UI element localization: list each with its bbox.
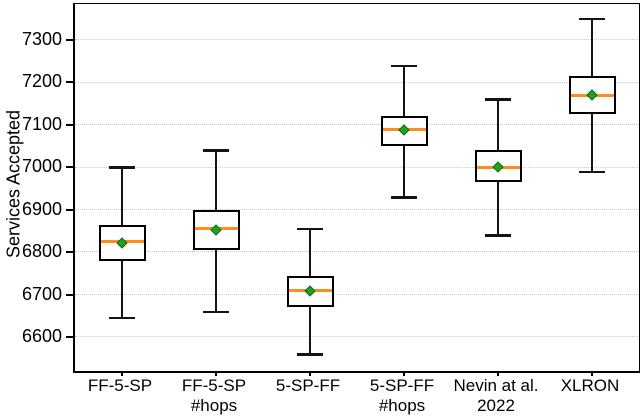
whisker-upper-line xyxy=(309,228,311,276)
whisker-lower-line xyxy=(591,114,593,172)
gridline xyxy=(75,81,639,83)
whisker-upper-line xyxy=(215,150,217,210)
x-tick-label: FF-5-SP #hops xyxy=(149,376,279,416)
whisker-cap-bottom xyxy=(391,196,417,199)
whisker-lower-line xyxy=(403,146,405,198)
gridline xyxy=(75,336,639,338)
x-tick-label-line: FF-5-SP xyxy=(181,376,247,395)
whisker-cap-bottom xyxy=(109,316,135,320)
x-tick-label-line: Nevin at al. xyxy=(453,376,539,395)
plot-area xyxy=(66,3,640,376)
whisker-lower-line xyxy=(121,260,123,318)
whisker-upper-line xyxy=(497,99,499,151)
x-tick-label: FF-5-SP xyxy=(55,376,185,396)
y-tick-mark xyxy=(66,166,73,169)
whisker-cap-top xyxy=(203,149,229,152)
x-tick-label: 5-SP-FF xyxy=(243,376,373,396)
y-tick-mark xyxy=(66,336,73,339)
y-tick-mark xyxy=(66,208,73,211)
y-tick-label: 7000 xyxy=(21,156,62,177)
whisker-lower-line xyxy=(309,307,311,354)
x-tick-label-line: #hops xyxy=(378,396,426,415)
x-tick-mark xyxy=(309,371,311,376)
x-tick-label-line: 2022 xyxy=(477,396,515,415)
whisker-cap-bottom xyxy=(579,170,605,174)
gridline xyxy=(75,293,639,295)
whisker-cap-top xyxy=(391,64,417,68)
y-tick-label: 7300 xyxy=(21,29,62,50)
gridline xyxy=(75,166,639,168)
whisker-upper-line xyxy=(591,18,593,77)
x-tick-mark xyxy=(403,371,405,376)
x-tick-mark xyxy=(591,371,593,376)
whisker-cap-top xyxy=(485,98,511,101)
whisker-cap-top xyxy=(297,227,323,231)
x-tick-label-line: 5-SP-FF xyxy=(369,376,435,395)
x-tick-label-line: 5-SP-FF xyxy=(275,376,341,395)
y-tick-mark xyxy=(66,123,73,126)
y-tick-label: 6900 xyxy=(21,198,62,219)
x-tick-label-line: FF-5-SP xyxy=(87,376,153,395)
x-tick-mark xyxy=(121,371,123,376)
gridline xyxy=(75,209,639,211)
x-tick-label: 5-SP-FF #hops xyxy=(337,376,467,416)
y-tick-mark xyxy=(66,39,73,42)
x-tick-label: Nevin at al. 2022 xyxy=(431,376,561,416)
whisker-upper-line xyxy=(403,65,405,117)
x-tick-label: XLRON xyxy=(525,376,640,396)
whisker-upper-line xyxy=(121,167,123,225)
whisker-lower-line xyxy=(215,250,217,312)
y-tick-label: 6700 xyxy=(21,283,62,304)
x-tick-mark xyxy=(497,371,499,376)
whisker-lower-line xyxy=(497,182,499,236)
y-tick-label: 6600 xyxy=(21,326,62,347)
y-tick-mark xyxy=(66,293,73,296)
gridline xyxy=(75,251,639,253)
x-tick-label-line: XLRON xyxy=(560,376,620,395)
y-tick-mark xyxy=(66,81,73,84)
whisker-cap-bottom xyxy=(297,353,323,356)
gridline xyxy=(75,124,639,126)
y-tick-label: 7200 xyxy=(21,71,62,92)
whisker-cap-bottom xyxy=(203,310,229,314)
x-tick-mark xyxy=(215,371,217,376)
whisker-cap-top xyxy=(109,166,135,169)
y-tick-label: 6800 xyxy=(21,241,62,262)
y-tick-label: 7100 xyxy=(21,113,62,134)
y-tick-mark xyxy=(66,251,73,254)
x-tick-label-line: #hops xyxy=(190,396,238,415)
gridline xyxy=(75,39,639,41)
whisker-cap-bottom xyxy=(485,234,511,237)
whisker-cap-top xyxy=(579,17,605,21)
